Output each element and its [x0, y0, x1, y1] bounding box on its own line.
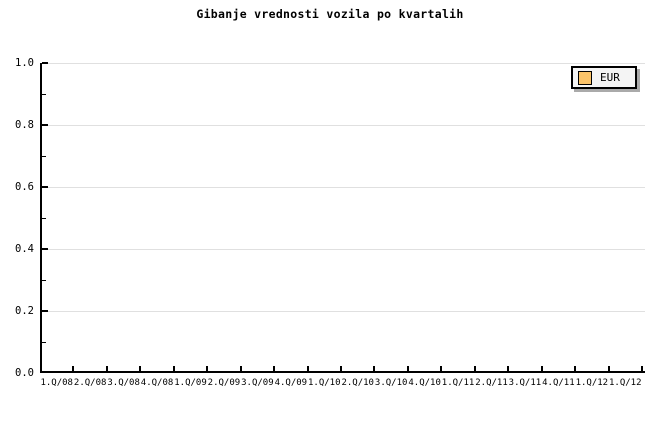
x-tick-label: 1.Q/12: [575, 378, 609, 388]
x-tick: [473, 366, 476, 371]
y-minor-tick: [42, 279, 46, 281]
x-axis-labels: 1.Q/08 2.Q/08 3.Q/08 4.Q/08 1.Q/09 2.Q/09 3.Q/…: [40, 378, 642, 392]
x-tick: [440, 366, 443, 371]
gridline: [42, 249, 645, 250]
y-major-tick: [42, 62, 48, 64]
gridline: [42, 63, 645, 64]
y-tick-label: 0.0: [15, 367, 34, 379]
y-axis-line: [40, 63, 42, 373]
legend-swatch-icon: [578, 70, 592, 85]
y-major-tick: [42, 248, 48, 250]
x-tick-label: 1.Q/11: [441, 378, 475, 388]
x-tick-label: 2.Q/08: [73, 378, 107, 388]
chart-title: Gibanje vrednosti vozila po kvartalih: [196, 7, 464, 21]
gridline: [42, 311, 645, 312]
x-tick-label: 2.Q/10: [341, 378, 374, 388]
x-tick-label: 3.Q/10: [374, 378, 408, 388]
x-tick-label: 4.Q/08: [140, 378, 174, 388]
y-tick-label: 0.6: [15, 181, 34, 193]
x-tick-label: 2.Q/11: [475, 378, 508, 388]
x-tick-label: 1.Q/12: [609, 378, 642, 388]
x-tick: [172, 366, 175, 371]
legend: EUR: [571, 66, 637, 89]
y-tick-label: 0.2: [15, 305, 34, 317]
gridline: [42, 125, 645, 126]
y-tick-label: 0.8: [15, 119, 34, 131]
x-tick-label: 2.Q/09: [207, 378, 241, 388]
x-tick-label: 1.Q/10: [308, 378, 341, 388]
y-major-tick: [42, 310, 48, 312]
x-tick-label: 4.Q/11: [542, 378, 575, 388]
x-tick: [139, 366, 142, 371]
x-tick-label: 1.Q/08: [40, 378, 73, 388]
x-tick: [607, 366, 610, 371]
y-minor-tick: [42, 155, 46, 157]
y-tick-label: 1.0: [15, 57, 34, 69]
x-tick: [641, 366, 643, 371]
x-tick-label: 3.Q/11: [508, 378, 542, 388]
y-tick-label: 0.4: [15, 243, 34, 255]
x-tick: [373, 366, 376, 371]
x-tick: [507, 366, 510, 371]
x-tick: [574, 366, 577, 371]
x-tick-label: 3.Q/09: [241, 378, 274, 388]
x-tick-label: 1.Q/09: [174, 378, 207, 388]
y-major-tick: [42, 124, 48, 126]
x-tick: [273, 366, 276, 371]
x-tick: [206, 366, 209, 371]
plot-area: [40, 62, 645, 373]
y-major-tick: [42, 186, 48, 188]
x-tick: [239, 366, 242, 371]
x-tick-label: 3.Q/08: [107, 378, 140, 388]
x-axis-line: [40, 371, 645, 373]
y-minor-tick: [42, 341, 46, 343]
x-tick: [406, 366, 409, 371]
x-tick: [72, 366, 75, 371]
x-tick-label: 4.Q/10: [408, 378, 441, 388]
y-minor-tick: [42, 217, 46, 219]
x-tick: [105, 366, 108, 371]
x-tick-label: 4.Q/09: [274, 378, 308, 388]
legend-label-eur: EUR: [600, 70, 620, 84]
x-tick: [306, 366, 309, 371]
y-minor-tick: [42, 93, 46, 95]
gridline: [42, 187, 645, 188]
x-tick: [340, 366, 342, 371]
x-tick: [540, 366, 543, 371]
